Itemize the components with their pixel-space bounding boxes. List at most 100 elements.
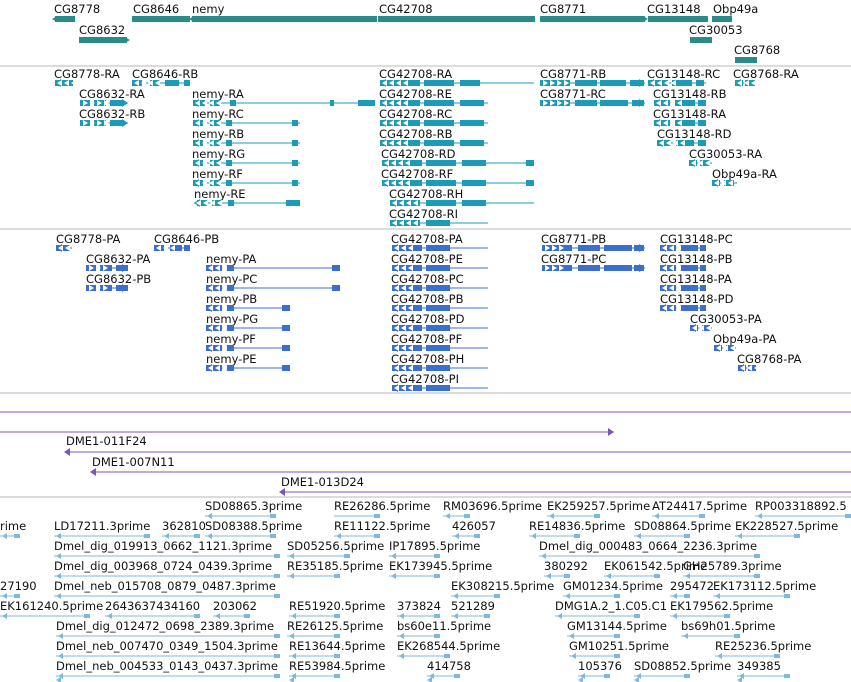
exon-block [462, 200, 486, 206]
strand-arrow [58, 245, 63, 251]
strand-arrow [336, 533, 341, 539]
strand-arrow [279, 488, 285, 496]
exon-block [292, 140, 298, 146]
exon-block [845, 514, 851, 518]
exon-block [424, 140, 454, 146]
exon-block [698, 140, 706, 146]
strand-arrow [65, 245, 70, 251]
strand-arrow [291, 653, 296, 659]
exon-block [392, 385, 422, 391]
strand-arrow [401, 345, 406, 351]
strand-arrow [717, 653, 722, 659]
transcript-label: CG8778-RA [54, 67, 120, 81]
protein-label: Obp49a-PA [713, 332, 777, 346]
strand-arrow [208, 265, 213, 271]
strand-arrow [663, 120, 668, 126]
est-label: 521289 [451, 599, 495, 613]
strand-arrow [58, 673, 63, 679]
exon-block [604, 245, 632, 251]
strand-arrow [122, 119, 128, 127]
strand-arrow [209, 100, 214, 106]
strand-arrow [716, 345, 721, 351]
est-label: AT24417.5prime [652, 499, 747, 513]
strand-arrow [208, 305, 213, 311]
strand-arrow [408, 345, 413, 351]
est-label: 349385 [737, 659, 781, 673]
strand-arrow [757, 513, 762, 519]
exon-block [604, 674, 610, 678]
exon-block [165, 80, 179, 86]
exon-block [226, 140, 232, 146]
protein-label: CG42708-PD [391, 312, 465, 326]
strand-arrow [643, 16, 648, 22]
strand-arrow [636, 533, 641, 539]
strand-arrow [685, 573, 690, 579]
exon-block [206, 305, 222, 311]
protein-label: CG8632-PB [86, 272, 151, 286]
strand-arrow [580, 673, 585, 679]
exon-block [734, 634, 740, 638]
strand-arrow [215, 613, 220, 619]
est-label: RE25236.5prime [715, 639, 811, 653]
protein-label: CG13148-PB [660, 252, 733, 266]
est-label: EK308215.5prime [451, 579, 554, 593]
exon-block [460, 120, 484, 126]
strand-arrow [405, 180, 410, 186]
strand-arrow [639, 264, 645, 272]
strand-arrow [202, 160, 207, 166]
est-label: GH25789.3prime [683, 559, 782, 573]
strand-arrow [215, 285, 220, 291]
strand-arrow [104, 120, 109, 126]
exon-block [484, 614, 490, 618]
exon-block [784, 674, 790, 678]
est-label: EK228527.5prime [735, 519, 838, 533]
strand-arrow [639, 244, 645, 252]
strand-arrow [656, 120, 661, 126]
protein-label: CG8646-PB [154, 232, 219, 246]
protein-label: CG8768-PA [737, 352, 802, 366]
genes-track: CG8778 CG8646 nemy CG42708 CG8771 CG13148 Obp4… [52, 2, 780, 63]
strand-arrow [216, 140, 221, 146]
strand-arrow [543, 100, 548, 106]
strand-arrow [571, 653, 576, 659]
strand-arrow [195, 180, 200, 186]
exon-block [79, 37, 127, 43]
protein-label: CG42708-PH [391, 352, 464, 366]
exon-block [228, 200, 234, 206]
strand-arrow [737, 677, 742, 682]
strand-arrow [58, 633, 63, 639]
gene-label: CG8778 [54, 2, 100, 16]
exon-block [460, 80, 480, 86]
strand-arrow [382, 120, 387, 126]
est-label: 414758 [427, 659, 471, 673]
exon-block [426, 325, 450, 331]
exon-block [630, 80, 644, 86]
est-label: RE26125.5prime [287, 619, 383, 633]
exon-block [614, 594, 620, 598]
strand-arrow [401, 365, 406, 371]
strand-arrow [656, 100, 661, 106]
strand-arrow [202, 180, 207, 186]
strand-arrow [659, 140, 664, 146]
exon-block [226, 120, 232, 126]
est-label: rime [0, 519, 26, 533]
est-label: Dmel_dig_012472_0698_2389.3prime [56, 619, 274, 633]
strand-arrow [103, 265, 108, 271]
strand-arrow [208, 325, 213, 331]
strand-arrow [721, 180, 726, 186]
strand-arrow [52, 16, 57, 22]
est-label: GM13144.5prime [567, 619, 667, 633]
strand-arrow [669, 245, 674, 251]
strand-arrow [2, 613, 7, 619]
est-label: DMG1A.2_1.C05.C1 [555, 599, 667, 613]
exon-block [14, 594, 20, 598]
exon-block [426, 305, 450, 311]
exon-block [286, 200, 300, 206]
protein-label: nemy-PG [206, 312, 258, 326]
strand-arrow [216, 160, 221, 166]
exon-block [206, 265, 222, 271]
strand-arrow [401, 285, 406, 291]
strand-arrow [557, 80, 562, 86]
exon-block [282, 325, 290, 331]
est-label: SD08864.5prime [634, 519, 731, 533]
